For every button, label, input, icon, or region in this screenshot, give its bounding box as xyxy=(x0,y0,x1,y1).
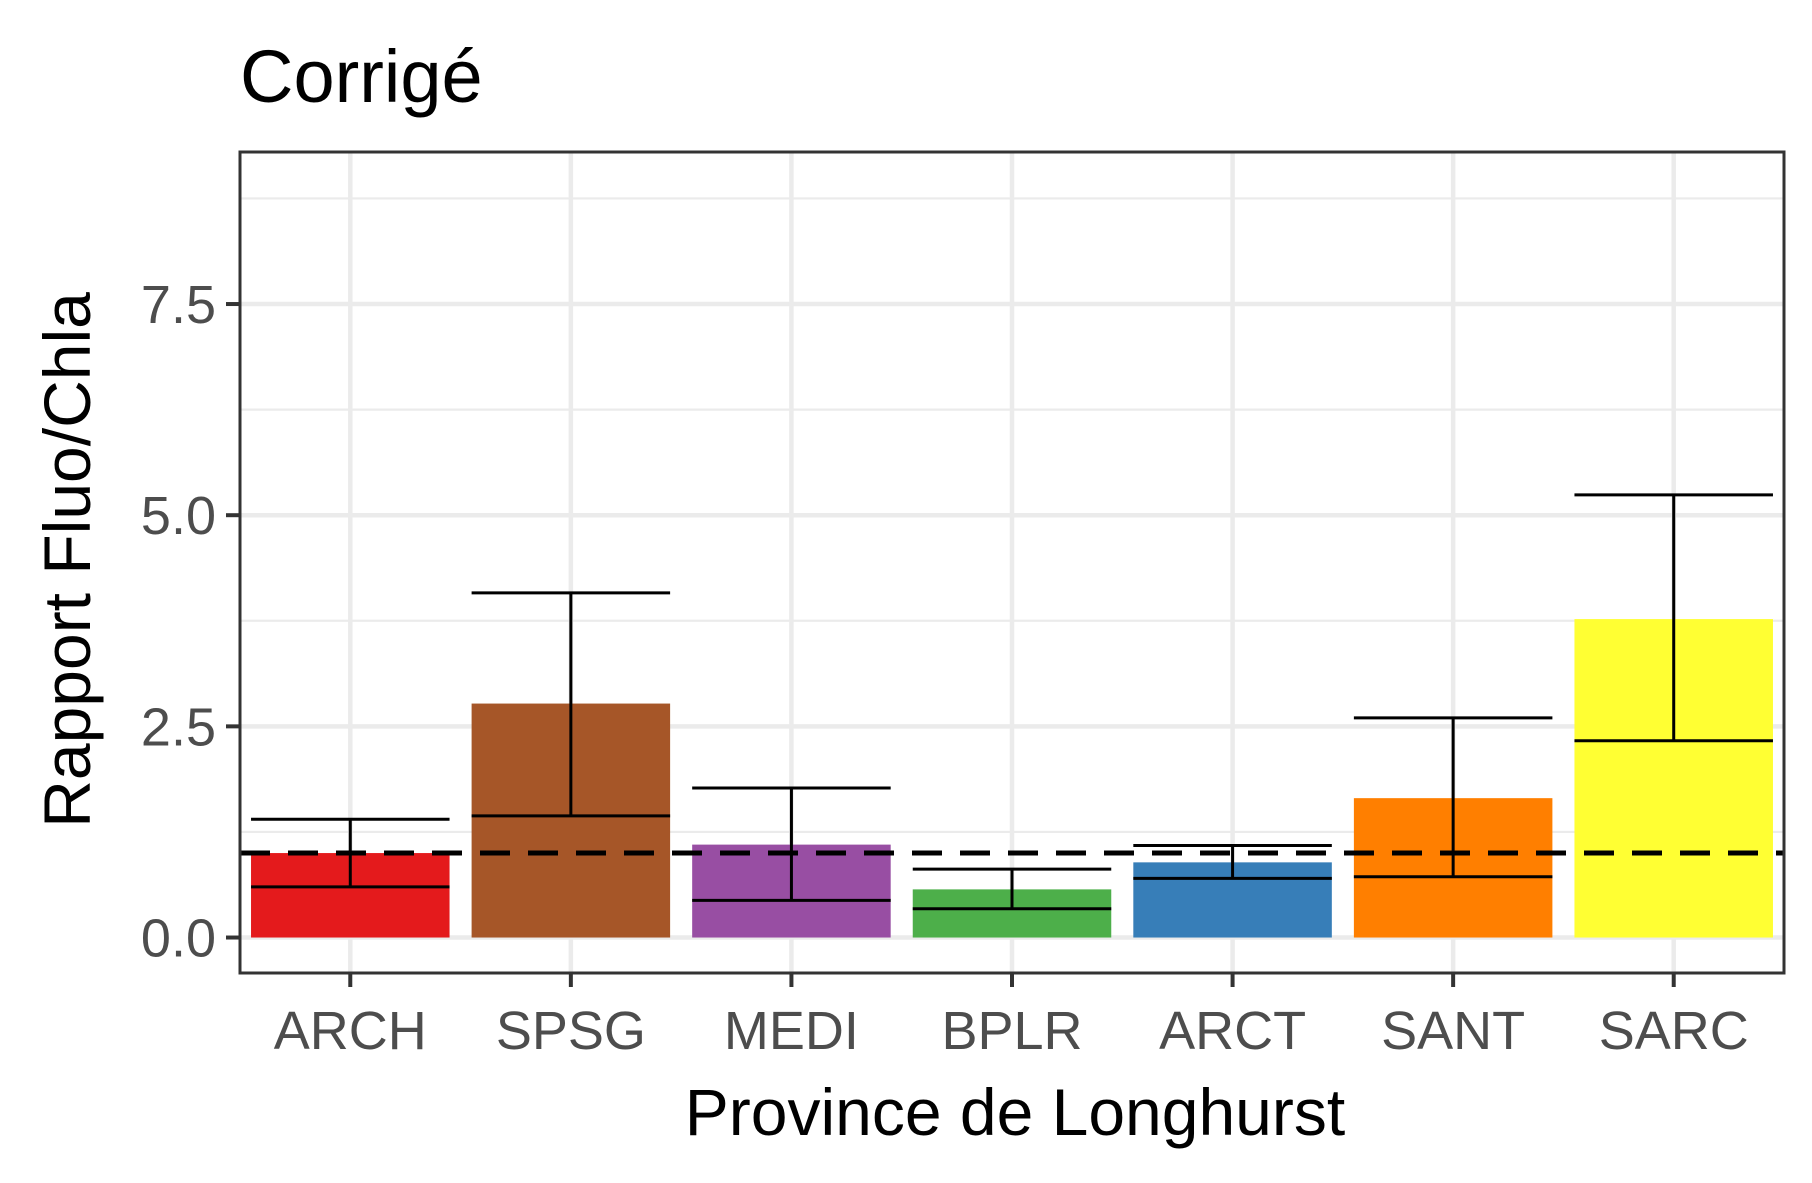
plot-area: 0.0 2.5 5.0 7.5 ARCH SPSG MEDI BPLR ARCT SANT SARC xyxy=(141,150,1786,1061)
y-tick-label: 2.5 xyxy=(141,697,216,757)
error-bar-spsg xyxy=(471,591,671,818)
y-tick-label: 5.0 xyxy=(141,486,216,546)
error-bar-sarc xyxy=(1574,493,1773,743)
x-tick-label: ARCT xyxy=(1159,1001,1306,1061)
x-tick-label: SPSG xyxy=(496,1001,646,1061)
x-tick-label: SANT xyxy=(1381,1001,1525,1061)
x-tick-label: SARC xyxy=(1599,1001,1749,1061)
x-tick-label: ARCH xyxy=(274,1001,427,1061)
error-bar-sant xyxy=(1353,716,1553,879)
error-bar-medi xyxy=(692,786,891,902)
chart-title: Corrigé xyxy=(240,35,483,118)
x-tick-label: MEDI xyxy=(724,1001,859,1061)
y-tick-label: 7.5 xyxy=(141,275,216,335)
y-tick-label: 0.0 xyxy=(141,909,216,969)
x-tick-label: BPLR xyxy=(941,1001,1082,1061)
error-bar-bplr xyxy=(912,867,1112,911)
x-axis-title: Province de Longhurst xyxy=(685,1075,1345,1149)
y-axis-title: Rapport Fluo/Chla xyxy=(30,292,104,828)
error-bar-arch xyxy=(251,817,450,889)
error-bar-arct xyxy=(1133,843,1332,880)
